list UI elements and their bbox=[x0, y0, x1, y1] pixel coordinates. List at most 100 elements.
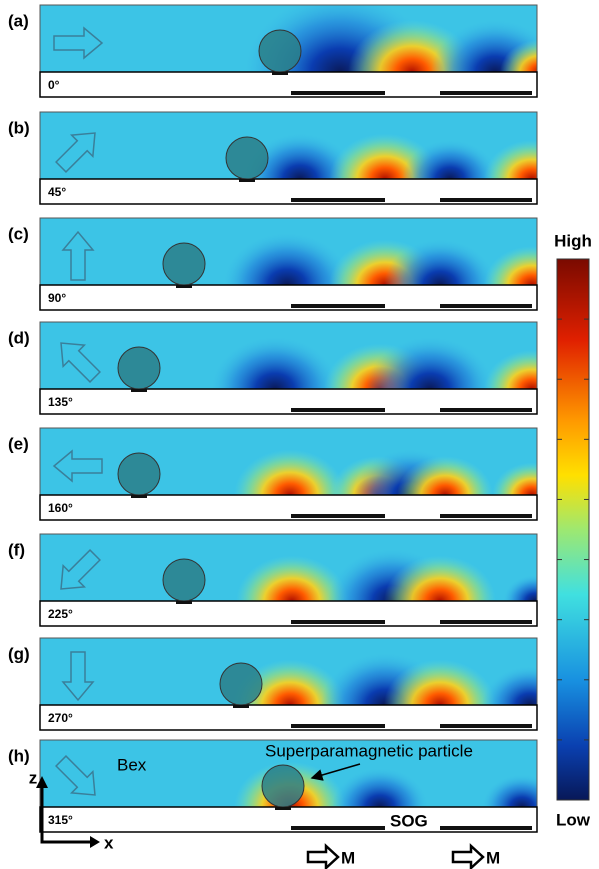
particle-contact bbox=[272, 72, 288, 75]
cold-spot bbox=[244, 133, 356, 179]
particle-contact bbox=[233, 705, 249, 708]
field-direction-arrow bbox=[60, 342, 101, 383]
particle-label: Superparamagnetic particle bbox=[265, 741, 473, 760]
field-direction-arrow bbox=[52, 449, 103, 483]
field-direction-arrow bbox=[55, 132, 96, 173]
field-direction-arrow bbox=[53, 26, 104, 60]
field-direction-arrow bbox=[61, 651, 95, 702]
field bbox=[223, 233, 537, 285]
hot-spot bbox=[384, 659, 496, 705]
angle-label: 0° bbox=[48, 78, 60, 92]
hot-spot bbox=[500, 39, 537, 72]
particle-contact bbox=[239, 179, 255, 182]
electrode bbox=[291, 724, 385, 728]
panel: (a) 0° bbox=[8, 4, 538, 98]
colorbar-ticks bbox=[557, 318, 589, 741]
angle-label: 45° bbox=[48, 185, 66, 199]
particle bbox=[162, 558, 206, 602]
electrode bbox=[291, 408, 385, 412]
particle bbox=[258, 29, 302, 73]
field bbox=[244, 133, 537, 179]
electrode bbox=[440, 620, 532, 624]
particle-pointer bbox=[310, 763, 361, 781]
electrode bbox=[291, 826, 385, 830]
cold-spot bbox=[211, 337, 339, 389]
panel: (d) 135° bbox=[8, 321, 538, 415]
cold-spot bbox=[482, 774, 537, 807]
colorbar-high: High bbox=[554, 231, 592, 250]
axes bbox=[40, 786, 92, 844]
panel-label: (b) bbox=[8, 118, 30, 137]
magnetization-label: M bbox=[486, 848, 500, 867]
colorbar bbox=[556, 258, 590, 801]
angle-label: 160° bbox=[48, 501, 73, 515]
particle-contact bbox=[275, 807, 291, 810]
panel-label: (g) bbox=[8, 644, 30, 663]
panel-label: (c) bbox=[8, 224, 29, 243]
angle-label: 315° bbox=[48, 813, 73, 827]
panel: (e) 160° bbox=[8, 427, 538, 521]
particle-contact bbox=[131, 495, 147, 498]
x-label: x bbox=[104, 833, 114, 852]
particle bbox=[117, 346, 161, 390]
electrode bbox=[440, 198, 532, 202]
angle-label: 135° bbox=[48, 395, 73, 409]
particle bbox=[117, 452, 161, 496]
electrode bbox=[440, 408, 532, 412]
magnetization-label: M bbox=[341, 848, 355, 867]
particle bbox=[225, 136, 269, 180]
cold-spot bbox=[332, 768, 428, 807]
electrode bbox=[291, 620, 385, 624]
cold-spot bbox=[482, 666, 537, 705]
magnetization-arrow bbox=[306, 843, 340, 869]
hot-spot bbox=[397, 456, 493, 495]
electrode bbox=[440, 826, 532, 830]
hot-spot bbox=[492, 462, 537, 495]
hot-spot bbox=[484, 140, 537, 179]
panels: (a) 0° (b) 45° (c) 90° (d) 135° (e) 160° (f) 225° (g… bbox=[8, 4, 538, 833]
electrode bbox=[291, 91, 385, 95]
electrode bbox=[440, 514, 532, 518]
electrode bbox=[440, 304, 532, 308]
electrode bbox=[291, 198, 385, 202]
field-direction-arrow bbox=[55, 755, 96, 796]
panel-label: (e) bbox=[8, 434, 29, 453]
field bbox=[236, 549, 537, 601]
angle-label: 90° bbox=[48, 291, 66, 305]
cold-spot bbox=[384, 239, 496, 285]
cold-spot bbox=[366, 337, 494, 389]
electrode bbox=[440, 91, 532, 95]
panel-label: (h) bbox=[8, 746, 30, 765]
panel: (f) 225° bbox=[8, 533, 538, 627]
field-direction-arrow bbox=[61, 230, 95, 281]
hot-spot bbox=[234, 449, 346, 495]
z-label: z bbox=[29, 768, 38, 787]
sog-label: SOG bbox=[390, 811, 428, 830]
electrode bbox=[291, 304, 385, 308]
cold-spot bbox=[223, 233, 351, 285]
panel-label: (d) bbox=[8, 328, 30, 347]
angle-label: 225° bbox=[48, 607, 73, 621]
particle bbox=[162, 242, 206, 286]
field-direction-arrow bbox=[60, 549, 101, 590]
magnetization-arrow bbox=[451, 843, 485, 869]
particle-contact bbox=[176, 285, 192, 288]
substrate bbox=[39, 388, 538, 415]
panel: (g) 270° bbox=[8, 637, 538, 731]
particle-contact bbox=[131, 389, 147, 392]
particle bbox=[261, 764, 305, 808]
panel: (b) 45° bbox=[8, 111, 538, 205]
colorbar-low: Low bbox=[556, 810, 591, 829]
hot-spot bbox=[484, 246, 537, 285]
panel-label: (f) bbox=[8, 540, 25, 559]
angle-label: 270° bbox=[48, 711, 73, 725]
axes-arrowheads bbox=[36, 776, 100, 848]
cold-spot bbox=[402, 140, 498, 179]
electrode bbox=[291, 514, 385, 518]
hot-spot bbox=[384, 555, 496, 601]
hot-spot bbox=[236, 555, 348, 601]
particle bbox=[219, 662, 263, 706]
field bbox=[234, 449, 537, 495]
